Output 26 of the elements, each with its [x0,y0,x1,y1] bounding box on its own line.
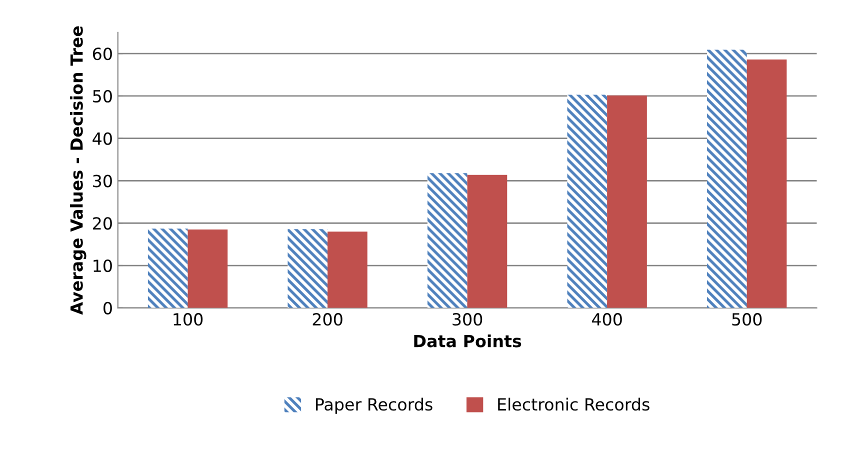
bar [467,174,508,308]
bar [288,229,328,308]
y-tick-label: 30 [93,174,112,188]
bar [607,96,647,308]
bar [328,232,368,308]
y-tick-label: 0 [104,302,112,314]
y-tick-label: 50 [93,90,112,103]
legend-label: Electronic Records [498,398,650,411]
x-axis-title: Data Points [414,334,522,348]
y-tick-label: 10 [94,259,112,272]
bar [567,94,608,308]
bar [188,229,228,308]
x-tick-label: 200 [312,313,342,326]
bar [148,228,188,308]
y-tick-label: 40 [92,132,112,145]
legend-label: Paper Records [316,398,432,414]
x-tick-label: 500 [732,313,762,326]
bar [746,60,787,308]
bar [427,173,468,308]
y-tick-label: 20 [93,217,112,230]
bar [707,50,747,308]
y-axis-title: Average Values - Decision Tree [70,26,86,315]
y-tick-label: 60 [92,48,112,60]
x-tick-label: 100 [174,313,203,326]
x-tick-label: 300 [452,313,482,326]
x-tick-label: 400 [592,313,622,326]
